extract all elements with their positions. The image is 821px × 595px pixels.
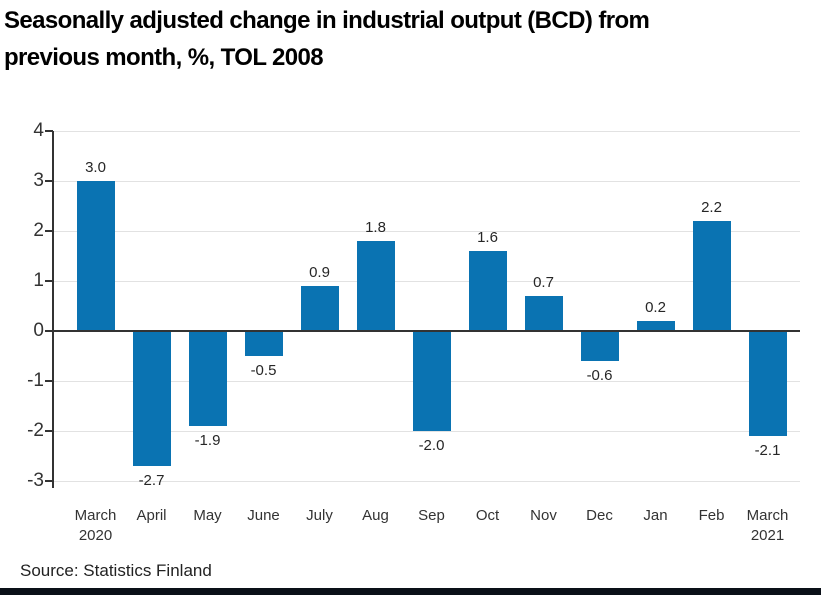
gridline — [54, 131, 800, 132]
gridline — [54, 231, 800, 232]
x-tick-label: Aug — [362, 507, 389, 524]
x-tick-label: Sep — [418, 507, 445, 524]
chart-title-line2: previous month, %, TOL 2008 — [4, 44, 324, 71]
y-tick-mark — [45, 230, 53, 232]
bar-value-label: 1.6 — [477, 229, 498, 246]
bar — [580, 331, 619, 361]
bar-value-label: -2.0 — [418, 437, 445, 454]
x-tick-label: Nov — [530, 507, 557, 524]
x-tick-label: May — [193, 507, 222, 524]
y-tick-label: -3 — [27, 470, 44, 491]
y-tick-label: 3 — [33, 170, 44, 191]
bar-value-label: 3.0 — [85, 159, 106, 176]
bar-value-label: -2.7 — [138, 472, 165, 489]
y-tick-mark — [45, 130, 53, 132]
bar — [356, 241, 395, 331]
x-axis-zero-line — [52, 330, 800, 332]
bar — [412, 331, 451, 431]
y-tick-mark — [45, 380, 53, 382]
x-tick-label: Jan — [643, 507, 668, 524]
y-tick-label: -2 — [27, 420, 44, 441]
y-tick-label: 1 — [33, 270, 44, 291]
bar-value-label: -1.9 — [194, 432, 221, 449]
gridline — [54, 181, 800, 182]
chart-title: Seasonally adjusted change in industrial… — [4, 2, 650, 76]
y-tick-mark — [45, 280, 53, 282]
bar — [468, 251, 507, 331]
x-tick-label: Feb — [698, 507, 725, 524]
y-tick-label: 0 — [33, 320, 44, 341]
bar-value-label: 1.8 — [365, 219, 386, 236]
y-tick-label: 4 — [33, 120, 44, 141]
y-tick-label: 2 — [33, 220, 44, 241]
y-tick-label: -1 — [27, 370, 44, 391]
gridline — [54, 481, 800, 482]
chart-title-line1: Seasonally adjusted change in industrial… — [4, 7, 650, 34]
y-axis-line — [52, 131, 54, 488]
x-tick-label: July — [306, 507, 333, 524]
bar — [244, 331, 283, 356]
x-tick-label: March 2021 — [746, 507, 789, 544]
bar — [76, 181, 115, 331]
y-tick-mark — [45, 180, 53, 182]
bar-value-label: -2.1 — [754, 442, 781, 459]
bar-value-label: -0.5 — [250, 362, 277, 379]
x-tick-label: June — [247, 507, 280, 524]
gridline — [54, 281, 800, 282]
source-note: Source: Statistics Finland — [20, 561, 212, 580]
y-tick-mark — [45, 330, 53, 332]
bar — [692, 221, 731, 331]
x-tick-label: April — [136, 507, 167, 524]
footer-rule — [0, 588, 821, 595]
bar — [636, 321, 675, 331]
bar-value-label: 0.7 — [533, 274, 554, 291]
x-tick-label: March 2020 — [74, 507, 117, 544]
bar-value-label: 0.9 — [309, 264, 330, 281]
y-tick-mark — [45, 430, 53, 432]
bar — [524, 296, 563, 331]
bar — [132, 331, 171, 466]
gridline — [54, 431, 800, 432]
bar-value-label: 2.2 — [701, 199, 722, 216]
bar — [300, 286, 339, 331]
bar — [748, 331, 787, 436]
x-tick-label: Dec — [586, 507, 613, 524]
bar-value-label: 0.2 — [645, 299, 666, 316]
y-tick-mark — [45, 480, 53, 482]
x-tick-label: Oct — [475, 507, 500, 524]
bar-value-label: -0.6 — [586, 367, 613, 384]
bar — [188, 331, 227, 426]
